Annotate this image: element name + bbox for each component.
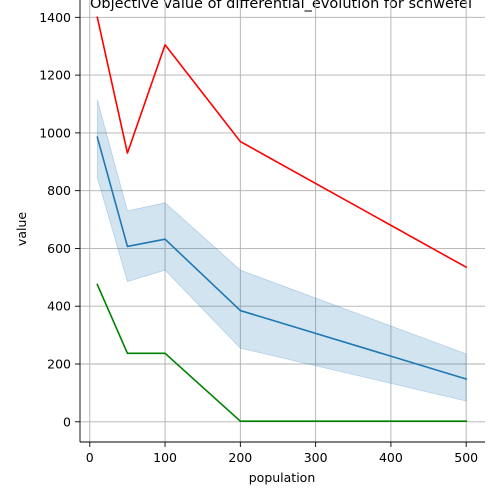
series-line-mean	[96, 136, 468, 381]
y-tick-label: 200	[47, 357, 71, 372]
series-lines	[96, 16, 468, 423]
axes	[79, 0, 485, 443]
x-tick-label: 0	[86, 450, 94, 465]
confidence-band	[96, 99, 467, 402]
series-line-max	[96, 16, 468, 269]
chart-title: Objective value of differential_evolutio…	[90, 0, 472, 12]
y-tick-label: 400	[47, 299, 71, 314]
grid	[80, 0, 485, 442]
y-ticks: 0 200 400 600 800 1000 1200 1400	[39, 10, 80, 429]
x-tick-label: 500	[454, 450, 478, 465]
series-line-min	[96, 283, 467, 423]
x-ticks: 0 100 200 300 400 500	[86, 442, 478, 465]
x-tick-label: 200	[228, 450, 252, 465]
x-tick-label: 100	[153, 450, 177, 465]
y-tick-label: 800	[47, 183, 71, 198]
band-mean	[96, 99, 467, 402]
y-tick-label: 600	[47, 241, 71, 256]
y-tick-label: 0	[63, 414, 71, 429]
x-tick-label: 400	[379, 450, 403, 465]
y-tick-label: 1200	[39, 68, 71, 83]
y-axis-label: value	[14, 212, 29, 246]
y-tick-label: 1400	[39, 10, 71, 25]
x-tick-label: 300	[304, 450, 328, 465]
x-axis-label: population	[249, 470, 316, 485]
y-tick-label: 1000	[39, 125, 71, 140]
